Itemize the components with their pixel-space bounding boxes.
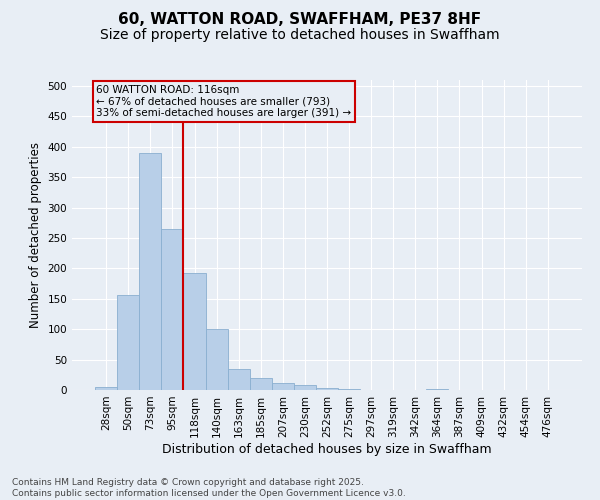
Bar	[184, 272, 206, 390]
Bar	[294, 384, 316, 390]
Bar	[316, 388, 338, 390]
Text: 60 WATTON ROAD: 116sqm
← 67% of detached houses are smaller (793)
33% of semi-de: 60 WATTON ROAD: 116sqm ← 67% of detached…	[96, 85, 352, 118]
Bar	[206, 328, 227, 390]
Bar	[117, 294, 139, 390]
Bar	[161, 229, 184, 390]
Bar	[227, 368, 250, 390]
Text: 60, WATTON ROAD, SWAFFHAM, PE37 8HF: 60, WATTON ROAD, SWAFFHAM, PE37 8HF	[118, 12, 482, 28]
Text: Size of property relative to detached houses in Swaffham: Size of property relative to detached ho…	[100, 28, 500, 42]
Y-axis label: Number of detached properties: Number of detached properties	[29, 142, 42, 328]
Bar	[272, 382, 294, 390]
X-axis label: Distribution of detached houses by size in Swaffham: Distribution of detached houses by size …	[162, 442, 492, 456]
Bar	[139, 153, 161, 390]
Text: Contains HM Land Registry data © Crown copyright and database right 2025.
Contai: Contains HM Land Registry data © Crown c…	[12, 478, 406, 498]
Bar	[250, 378, 272, 390]
Bar	[95, 387, 117, 390]
